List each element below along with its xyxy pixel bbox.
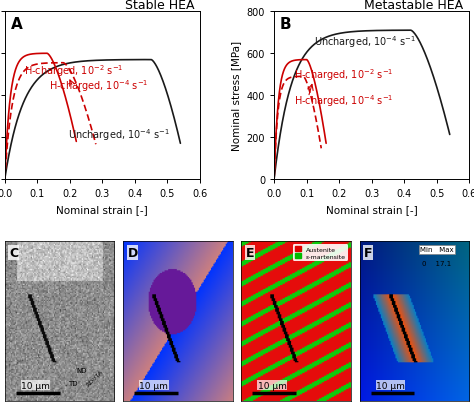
Text: 10 μm: 10 μm xyxy=(21,381,50,390)
Text: 10 μm: 10 μm xyxy=(258,381,287,390)
Text: H-charged, $10^{-4}$ s$^{-1}$: H-charged, $10^{-4}$ s$^{-1}$ xyxy=(293,92,393,108)
Text: ND: ND xyxy=(76,367,87,373)
Text: 10 μm: 10 μm xyxy=(139,381,168,390)
Text: F: F xyxy=(364,247,373,259)
Text: 0    17.1: 0 17.1 xyxy=(422,261,451,267)
X-axis label: Nominal strain [-]: Nominal strain [-] xyxy=(326,204,418,214)
Text: B: B xyxy=(280,17,292,32)
Text: H-charged, $10^{-2}$ s$^{-1}$: H-charged, $10^{-2}$ s$^{-1}$ xyxy=(24,63,124,79)
Text: Uncharged, $10^{-4}$ s$^{-1}$: Uncharged, $10^{-4}$ s$^{-1}$ xyxy=(314,34,416,50)
Text: A: A xyxy=(10,17,22,32)
Text: E: E xyxy=(246,247,254,259)
Text: Stable HEA: Stable HEA xyxy=(125,0,194,12)
Text: H-charged, $10^{-2}$ s$^{-1}$: H-charged, $10^{-2}$ s$^{-1}$ xyxy=(293,67,393,83)
Text: Metastable HEA: Metastable HEA xyxy=(365,0,464,12)
X-axis label: Nominal strain [-]: Nominal strain [-] xyxy=(56,204,148,214)
Text: H-charged, $10^{-4}$ s$^{-1}$: H-charged, $10^{-4}$ s$^{-1}$ xyxy=(49,78,148,94)
Text: RD//TA: RD//TA xyxy=(85,368,104,386)
Legend: Austenite, ε-martensite: Austenite, ε-martensite xyxy=(293,245,348,261)
Text: D: D xyxy=(128,247,137,259)
Text: TD: TD xyxy=(68,380,77,386)
Text: 10 μm: 10 μm xyxy=(376,381,405,390)
Y-axis label: Nominal stress [MPa]: Nominal stress [MPa] xyxy=(231,41,241,151)
Text: Uncharged, $10^{-4}$ s$^{-1}$: Uncharged, $10^{-4}$ s$^{-1}$ xyxy=(68,127,170,143)
Text: C: C xyxy=(9,247,18,259)
Text: Min   Max: Min Max xyxy=(420,247,454,252)
